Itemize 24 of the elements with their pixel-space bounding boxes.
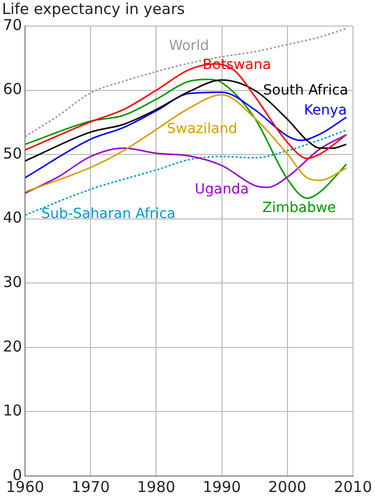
series-label: Sub-Saharan Africa — [41, 206, 176, 222]
series-label: South Africa — [263, 82, 348, 99]
y-tick-label: 40 — [2, 208, 22, 227]
x-tick-label: 1970 — [72, 478, 110, 496]
y-axis-title: Life expectancy in years — [2, 0, 185, 18]
line-series — [25, 28, 348, 138]
y-tick-label: 30 — [2, 273, 22, 292]
y-tick-label: 50 — [2, 144, 22, 162]
series-label: Zimbabwe — [262, 200, 336, 216]
x-tick-label: 1980 — [137, 478, 176, 496]
y-tick-label: 70 — [2, 16, 22, 34]
y-tick-label: 10 — [2, 402, 22, 420]
x-tick-label: 2000 — [268, 478, 306, 496]
series-label: Swaziland — [166, 121, 238, 138]
y-tick-label: 60 — [2, 80, 22, 98]
line-series — [25, 78, 348, 200]
y-tick-label: 20 — [2, 337, 22, 356]
x-tick-label: 1990 — [202, 478, 241, 496]
x-tick-label: 2010 — [334, 478, 372, 496]
series-label: Botswana — [202, 56, 272, 73]
series-label: Uganda — [194, 182, 249, 198]
line-series — [25, 79, 348, 162]
series-label: World — [168, 38, 210, 54]
series-label: Kenya — [304, 102, 347, 118]
